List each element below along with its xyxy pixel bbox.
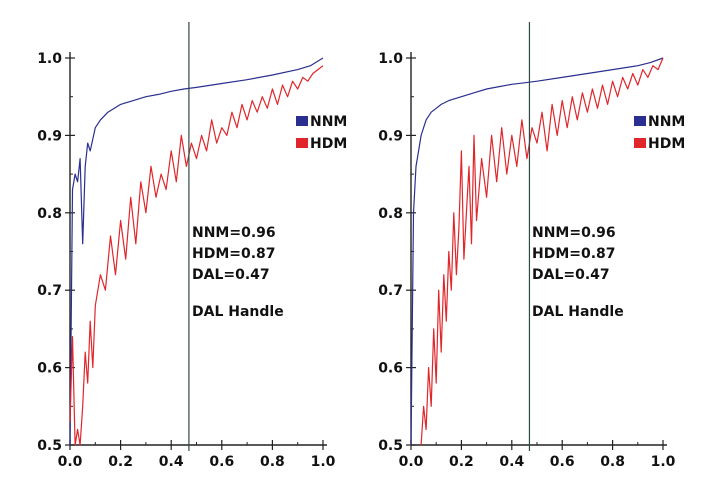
x-tick-label: 0.8	[260, 454, 285, 470]
x-tick-label: 0.6	[209, 454, 234, 470]
legend-label-nnm: NNM	[310, 114, 347, 130]
series-line-nnm	[69, 57, 324, 446]
x-tick-label: 0.0	[58, 454, 83, 470]
x-tick-label: 0.2	[449, 454, 474, 470]
annotation-text: NNM=0.96	[192, 225, 276, 241]
y-tick-label: 0.5	[37, 438, 62, 454]
legend-label-nnm: NNM	[648, 114, 685, 130]
annotation-text: DAL=0.47	[532, 267, 610, 283]
y-tick-label: 0.8	[37, 206, 62, 222]
y-tick-label: 0.7	[37, 283, 62, 299]
x-tick-label: 0.2	[108, 454, 133, 470]
x-tick-label: 0.8	[600, 454, 625, 470]
legend-swatch-hdm	[634, 138, 646, 148]
legend-swatch-nnm	[634, 116, 646, 126]
annotation-text: HDM=0.87	[192, 246, 276, 262]
annotation-text: HDM=0.87	[532, 246, 616, 262]
y-tick-label: 1.0	[378, 51, 403, 67]
legend-label-hdm: HDM	[310, 136, 347, 152]
y-tick-label: 0.6	[37, 361, 62, 377]
y-tick-label: 0.9	[37, 128, 62, 144]
legend-label-hdm: HDM	[648, 136, 685, 152]
annotation-text: DAL Handle	[192, 304, 284, 320]
chart-panel-left: 0.5 0.6 0.7 0.8 0.9 1.0 0.0 0.2 0.4 0.6 0.8 1.0 NNM H…	[37, 22, 347, 470]
series-line-nnm	[410, 57, 664, 446]
x-tick-label: 0.4	[159, 454, 184, 470]
y-tick-label: 0.9	[378, 128, 403, 144]
y-tick-label: 0.6	[378, 361, 403, 377]
x-tick-label: 0.6	[550, 454, 575, 470]
legend-swatch-nnm	[296, 116, 308, 126]
y-tick-label: 0.7	[378, 283, 403, 299]
legend-swatch-hdm	[296, 138, 308, 148]
x-tick-label: 1.0	[311, 454, 336, 470]
x-tick-label: 1.0	[651, 454, 676, 470]
y-tick-label: 0.8	[378, 206, 403, 222]
annotation-text: DAL=0.47	[192, 267, 270, 283]
x-tick-label: 0.0	[399, 454, 424, 470]
series-line-hdm	[420, 57, 664, 446]
x-tick-label: 0.4	[499, 454, 524, 470]
y-tick-label: 1.0	[37, 51, 62, 67]
y-tick-label: 0.5	[378, 438, 403, 454]
annotation-text: DAL Handle	[532, 304, 624, 320]
chart-panel-right: 0.5 0.6 0.7 0.8 0.9 1.0 0.0 0.2 0.4 0.6 0.8 1.0 NNM H…	[378, 22, 685, 470]
series-line-hdm	[69, 65, 324, 446]
annotation-text: NNM=0.96	[532, 225, 616, 241]
